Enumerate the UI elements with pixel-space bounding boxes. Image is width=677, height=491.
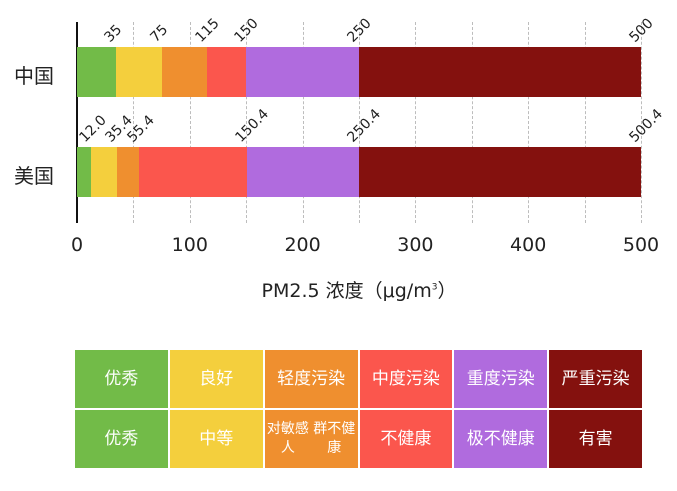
- x-tick-label: 0: [70, 234, 84, 256]
- breakpoint-label: 150.4: [232, 106, 272, 146]
- gridline: [528, 22, 530, 223]
- us-category-2: 对敏感人 群不健康: [264, 410, 358, 468]
- x-axis-label: PM2.5 浓度（μg/m3）: [0, 276, 677, 303]
- bar-segment: [246, 47, 359, 97]
- x-tick-label: 400: [510, 234, 547, 256]
- gridline: [189, 22, 191, 223]
- breakpoint-label: 12.0: [75, 112, 110, 146]
- breakpoint-label: 115: [192, 15, 223, 46]
- gridline: [246, 22, 248, 223]
- gridline: [471, 22, 473, 223]
- bar-segment: [359, 147, 641, 197]
- us-category-0: 优秀: [75, 410, 168, 468]
- gridline: [133, 22, 135, 223]
- breakpoint-label: 250.4: [344, 106, 385, 146]
- china-category-5: 严重污染: [549, 350, 642, 408]
- gridline: [584, 22, 586, 223]
- bar-segment: [161, 47, 207, 97]
- bar-segment: [77, 147, 91, 197]
- bar-segment: [116, 147, 140, 197]
- x-axis-label-end: ）: [437, 280, 457, 302]
- breakpoint-label: 75: [146, 21, 171, 46]
- bar-segment: [90, 147, 117, 197]
- aqi-category-table: 优秀 良好 轻度污染 中度污染 重度污染 严重污染 优秀 中等 对敏感人 群不健康 不健康 极不健康有…: [75, 350, 642, 468]
- china-category-4: 重度污染: [454, 350, 548, 408]
- bar-segment: [77, 47, 117, 97]
- us-category-3: 不健康: [359, 410, 453, 468]
- breakpoint-label: 250: [344, 15, 375, 46]
- breakpoint-label: 35: [101, 21, 126, 46]
- china-category-2: 轻度污染: [264, 350, 358, 408]
- bar-segment: [206, 47, 247, 97]
- china-category-1: 良好: [169, 350, 263, 408]
- gridline: [302, 22, 304, 223]
- x-tick-label: 500: [622, 234, 660, 256]
- china-category-0: 优秀: [75, 350, 168, 408]
- us-category-1: 中等: [169, 410, 263, 468]
- bar-segment: [359, 47, 641, 97]
- x-tick-label: 200: [284, 234, 321, 256]
- y-axis-line: [76, 22, 78, 223]
- x-axis-label-sup: 3: [431, 282, 438, 293]
- gridline: [359, 22, 360, 223]
- row-label-china: 中国: [14, 64, 54, 88]
- gridline: [415, 22, 417, 223]
- row-label-us: 美国: [14, 164, 54, 188]
- gridline: [641, 22, 642, 223]
- breakpoint-label: 150: [231, 15, 262, 46]
- breakpoint-label: 500.4: [626, 106, 667, 146]
- bar-segment: [116, 47, 162, 97]
- x-tick-label: 300: [397, 234, 434, 256]
- bar-segment: [139, 147, 247, 197]
- breakpoint-label: 500: [626, 15, 657, 46]
- bar-segment: [246, 147, 360, 197]
- us-category-4: 极不健康: [454, 410, 548, 468]
- x-tick-label: 100: [171, 234, 208, 256]
- us-category-5: 有害: [549, 410, 642, 468]
- pm25-chart: 中国 美国 35 75 115 150 250 500 12.0 35.4 55.4 150.4 2…: [0, 15, 677, 303]
- china-category-3: 中度污染: [359, 350, 453, 408]
- x-axis-label-text: PM2.5 浓度（μg/m: [261, 280, 432, 302]
